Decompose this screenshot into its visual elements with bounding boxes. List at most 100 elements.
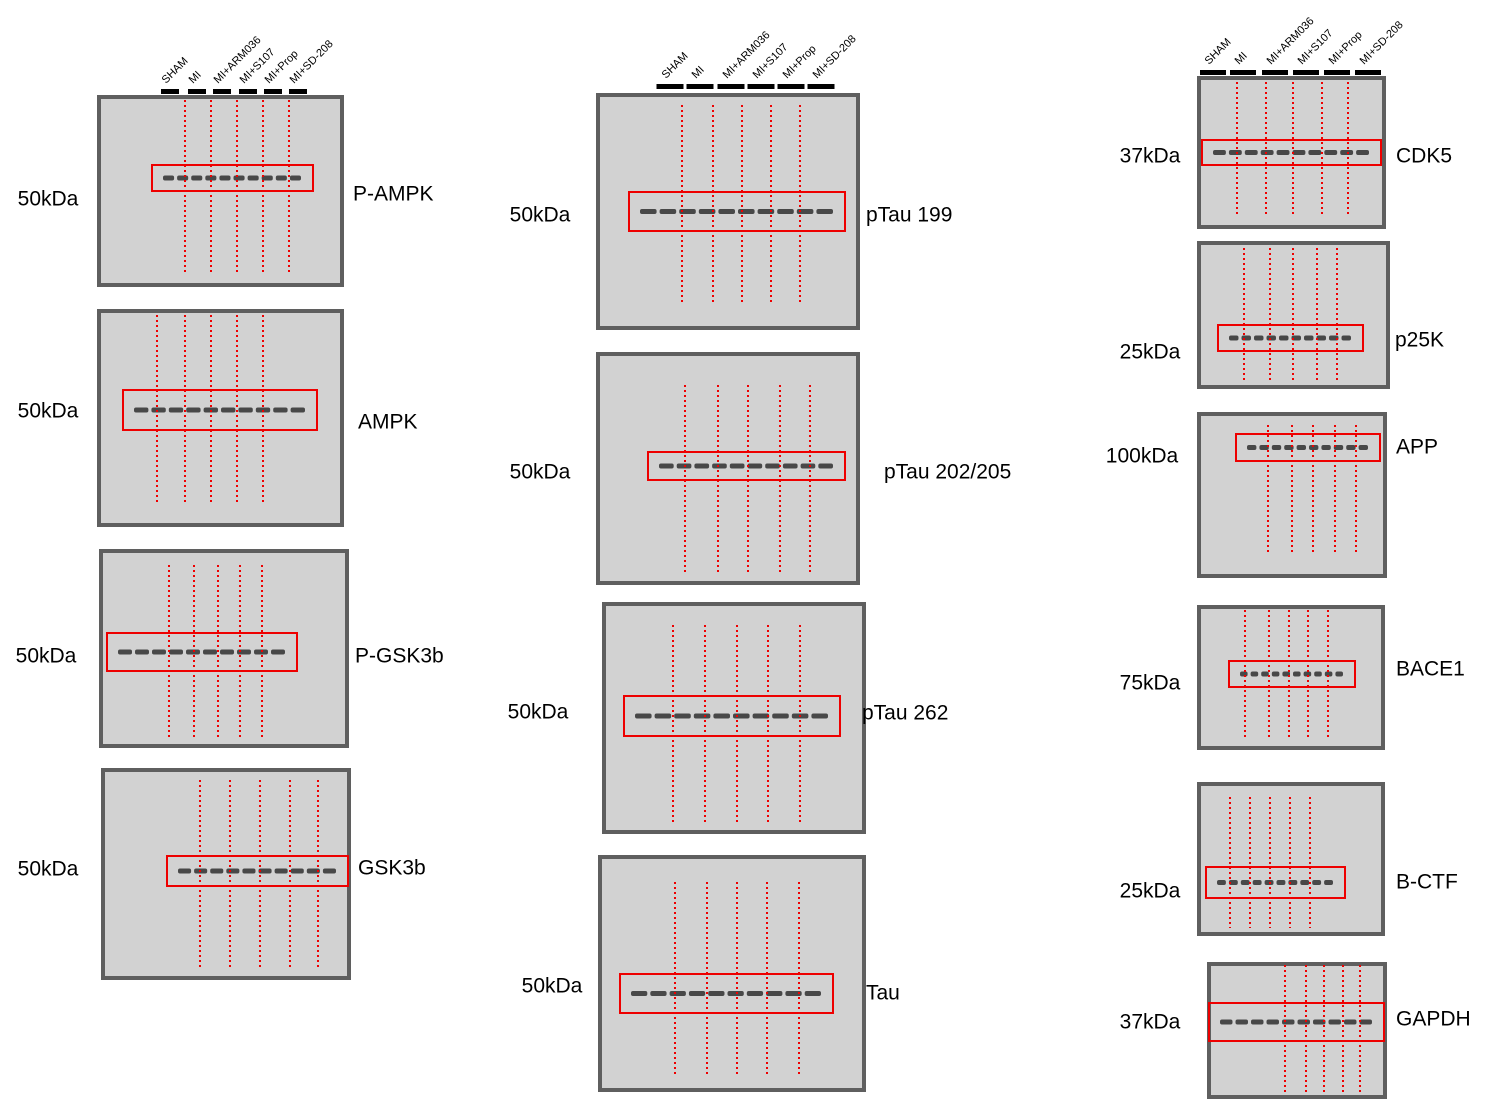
blot-image xyxy=(105,772,347,976)
band xyxy=(1277,880,1286,885)
band xyxy=(220,650,234,655)
band xyxy=(178,869,191,874)
band xyxy=(728,991,744,996)
blot-column: SHAMMIMI+ARM036MI+S107MI+PropMI+SD-20837… xyxy=(1106,15,1471,1099)
band xyxy=(134,408,148,413)
lane-bar xyxy=(239,89,257,94)
band xyxy=(733,714,750,719)
protein-name: P-AMPK xyxy=(353,183,434,206)
band xyxy=(210,869,223,874)
band xyxy=(708,991,724,996)
band xyxy=(1261,672,1269,677)
band xyxy=(276,176,287,181)
band xyxy=(1360,1020,1373,1025)
band xyxy=(1245,150,1258,155)
protein-name: CDK5 xyxy=(1396,145,1452,168)
band xyxy=(1308,150,1321,155)
band xyxy=(1293,150,1306,155)
protein-name: p25K xyxy=(1395,329,1444,352)
band xyxy=(1272,672,1280,677)
lane-bar xyxy=(213,89,231,94)
molecular-weight: 50kDa xyxy=(18,400,79,423)
band xyxy=(163,176,174,181)
band xyxy=(655,714,672,719)
blot: 50kDa pTau 202/205 xyxy=(510,352,1012,585)
band xyxy=(273,408,287,413)
band xyxy=(805,991,821,996)
molecular-weight: 50kDa xyxy=(510,204,571,227)
lane-bar xyxy=(718,84,745,89)
molecular-weight: 50kDa xyxy=(510,461,571,484)
band xyxy=(660,209,677,214)
band xyxy=(801,464,816,469)
blot: 50kDapTau 199 xyxy=(510,93,953,330)
band xyxy=(640,209,657,214)
molecular-weight: 100kDa xyxy=(1106,445,1179,468)
band xyxy=(1304,336,1314,341)
band xyxy=(1324,880,1333,885)
band xyxy=(221,408,235,413)
band xyxy=(811,714,828,719)
molecular-weight: 25kDa xyxy=(1120,880,1181,903)
band xyxy=(291,869,304,874)
band xyxy=(135,650,149,655)
protein-name: GSK3b xyxy=(358,857,426,880)
band xyxy=(650,991,666,996)
lane-bar xyxy=(657,84,684,89)
band xyxy=(777,209,794,214)
band xyxy=(738,209,755,214)
band xyxy=(291,408,305,413)
lane-bar xyxy=(188,89,206,94)
band xyxy=(1356,150,1369,155)
band xyxy=(191,176,202,181)
band xyxy=(1229,336,1239,341)
molecular-weight: 75kDa xyxy=(1120,672,1181,695)
band xyxy=(635,714,652,719)
band xyxy=(1236,1020,1249,1025)
band xyxy=(1297,445,1306,450)
band xyxy=(1229,150,1242,155)
band xyxy=(1335,672,1343,677)
band xyxy=(290,176,301,181)
band xyxy=(694,714,711,719)
band xyxy=(670,991,686,996)
lane-label: SHAM xyxy=(1203,36,1234,67)
blot-image xyxy=(600,356,856,581)
blot: 50kDaP-GSK3b xyxy=(16,549,444,748)
protein-name: pTau 202/205 xyxy=(884,461,1011,484)
band xyxy=(1251,672,1259,677)
blot: 50kDaGSK3b xyxy=(18,768,426,980)
band xyxy=(713,714,730,719)
lane-bar xyxy=(1355,70,1381,75)
lane-bar xyxy=(1200,70,1226,75)
band xyxy=(1340,150,1353,155)
lane-bar xyxy=(1230,70,1256,75)
lane-bar xyxy=(808,84,835,89)
band xyxy=(1241,880,1250,885)
band xyxy=(151,408,165,413)
band xyxy=(816,209,833,214)
molecular-weight: 37kDa xyxy=(1120,145,1181,168)
band xyxy=(748,464,763,469)
lane-bar xyxy=(748,84,775,89)
band xyxy=(242,869,255,874)
band xyxy=(1272,445,1281,450)
band xyxy=(1300,880,1309,885)
band xyxy=(271,650,285,655)
band xyxy=(1251,1020,1264,1025)
band xyxy=(203,650,217,655)
band xyxy=(1298,1020,1311,1025)
blot: 37kDa CDK5 xyxy=(1120,76,1452,229)
band xyxy=(248,176,259,181)
lane-label: MI+SD-208 xyxy=(811,33,859,81)
band xyxy=(712,464,727,469)
lane-label: MI xyxy=(690,64,707,81)
blot: 37kDaGAPDH xyxy=(1120,962,1471,1099)
